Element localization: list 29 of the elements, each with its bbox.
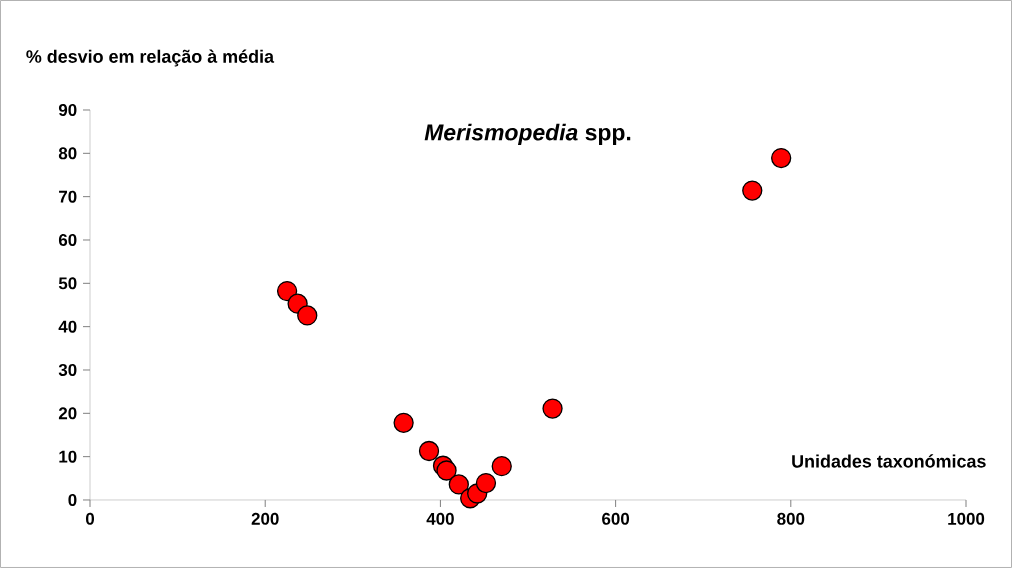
point (418, 440, 440, 462)
x-tick-label: 600 (602, 512, 630, 525)
point (448, 474, 469, 495)
y-tick-label: 30 (58, 363, 77, 376)
text: Merismopedia spp. (424, 123, 631, 146)
y-tick-label: 50 (58, 277, 77, 290)
x-tick-label: 800 (777, 512, 805, 525)
x-tick-label: 1000 (948, 512, 985, 525)
point (393, 412, 414, 433)
y-tick-label: 0 (68, 493, 77, 506)
point (297, 305, 318, 326)
point (475, 472, 497, 494)
y-tick-label: 70 (59, 190, 77, 203)
x-tick-label: 400 (426, 512, 454, 525)
point (771, 147, 792, 169)
point (436, 460, 457, 481)
point (491, 456, 512, 477)
y-tick-label: 60 (58, 233, 77, 246)
x-tick-label: 200 (251, 512, 279, 525)
x-tick-label: 0 (85, 512, 95, 525)
y-axis-title: % desvio em relação à média (26, 49, 275, 67)
y-tick-label: 90 (58, 103, 77, 116)
y-tick-label: 80 (58, 147, 77, 160)
y-tick-label: 20 (58, 407, 77, 420)
y-tick-label: 10 (59, 450, 77, 463)
y-tick-label: 40 (58, 320, 77, 333)
point (742, 180, 763, 201)
x-axis-title: Unidades taxonómicas (792, 454, 986, 468)
point (542, 398, 563, 419)
